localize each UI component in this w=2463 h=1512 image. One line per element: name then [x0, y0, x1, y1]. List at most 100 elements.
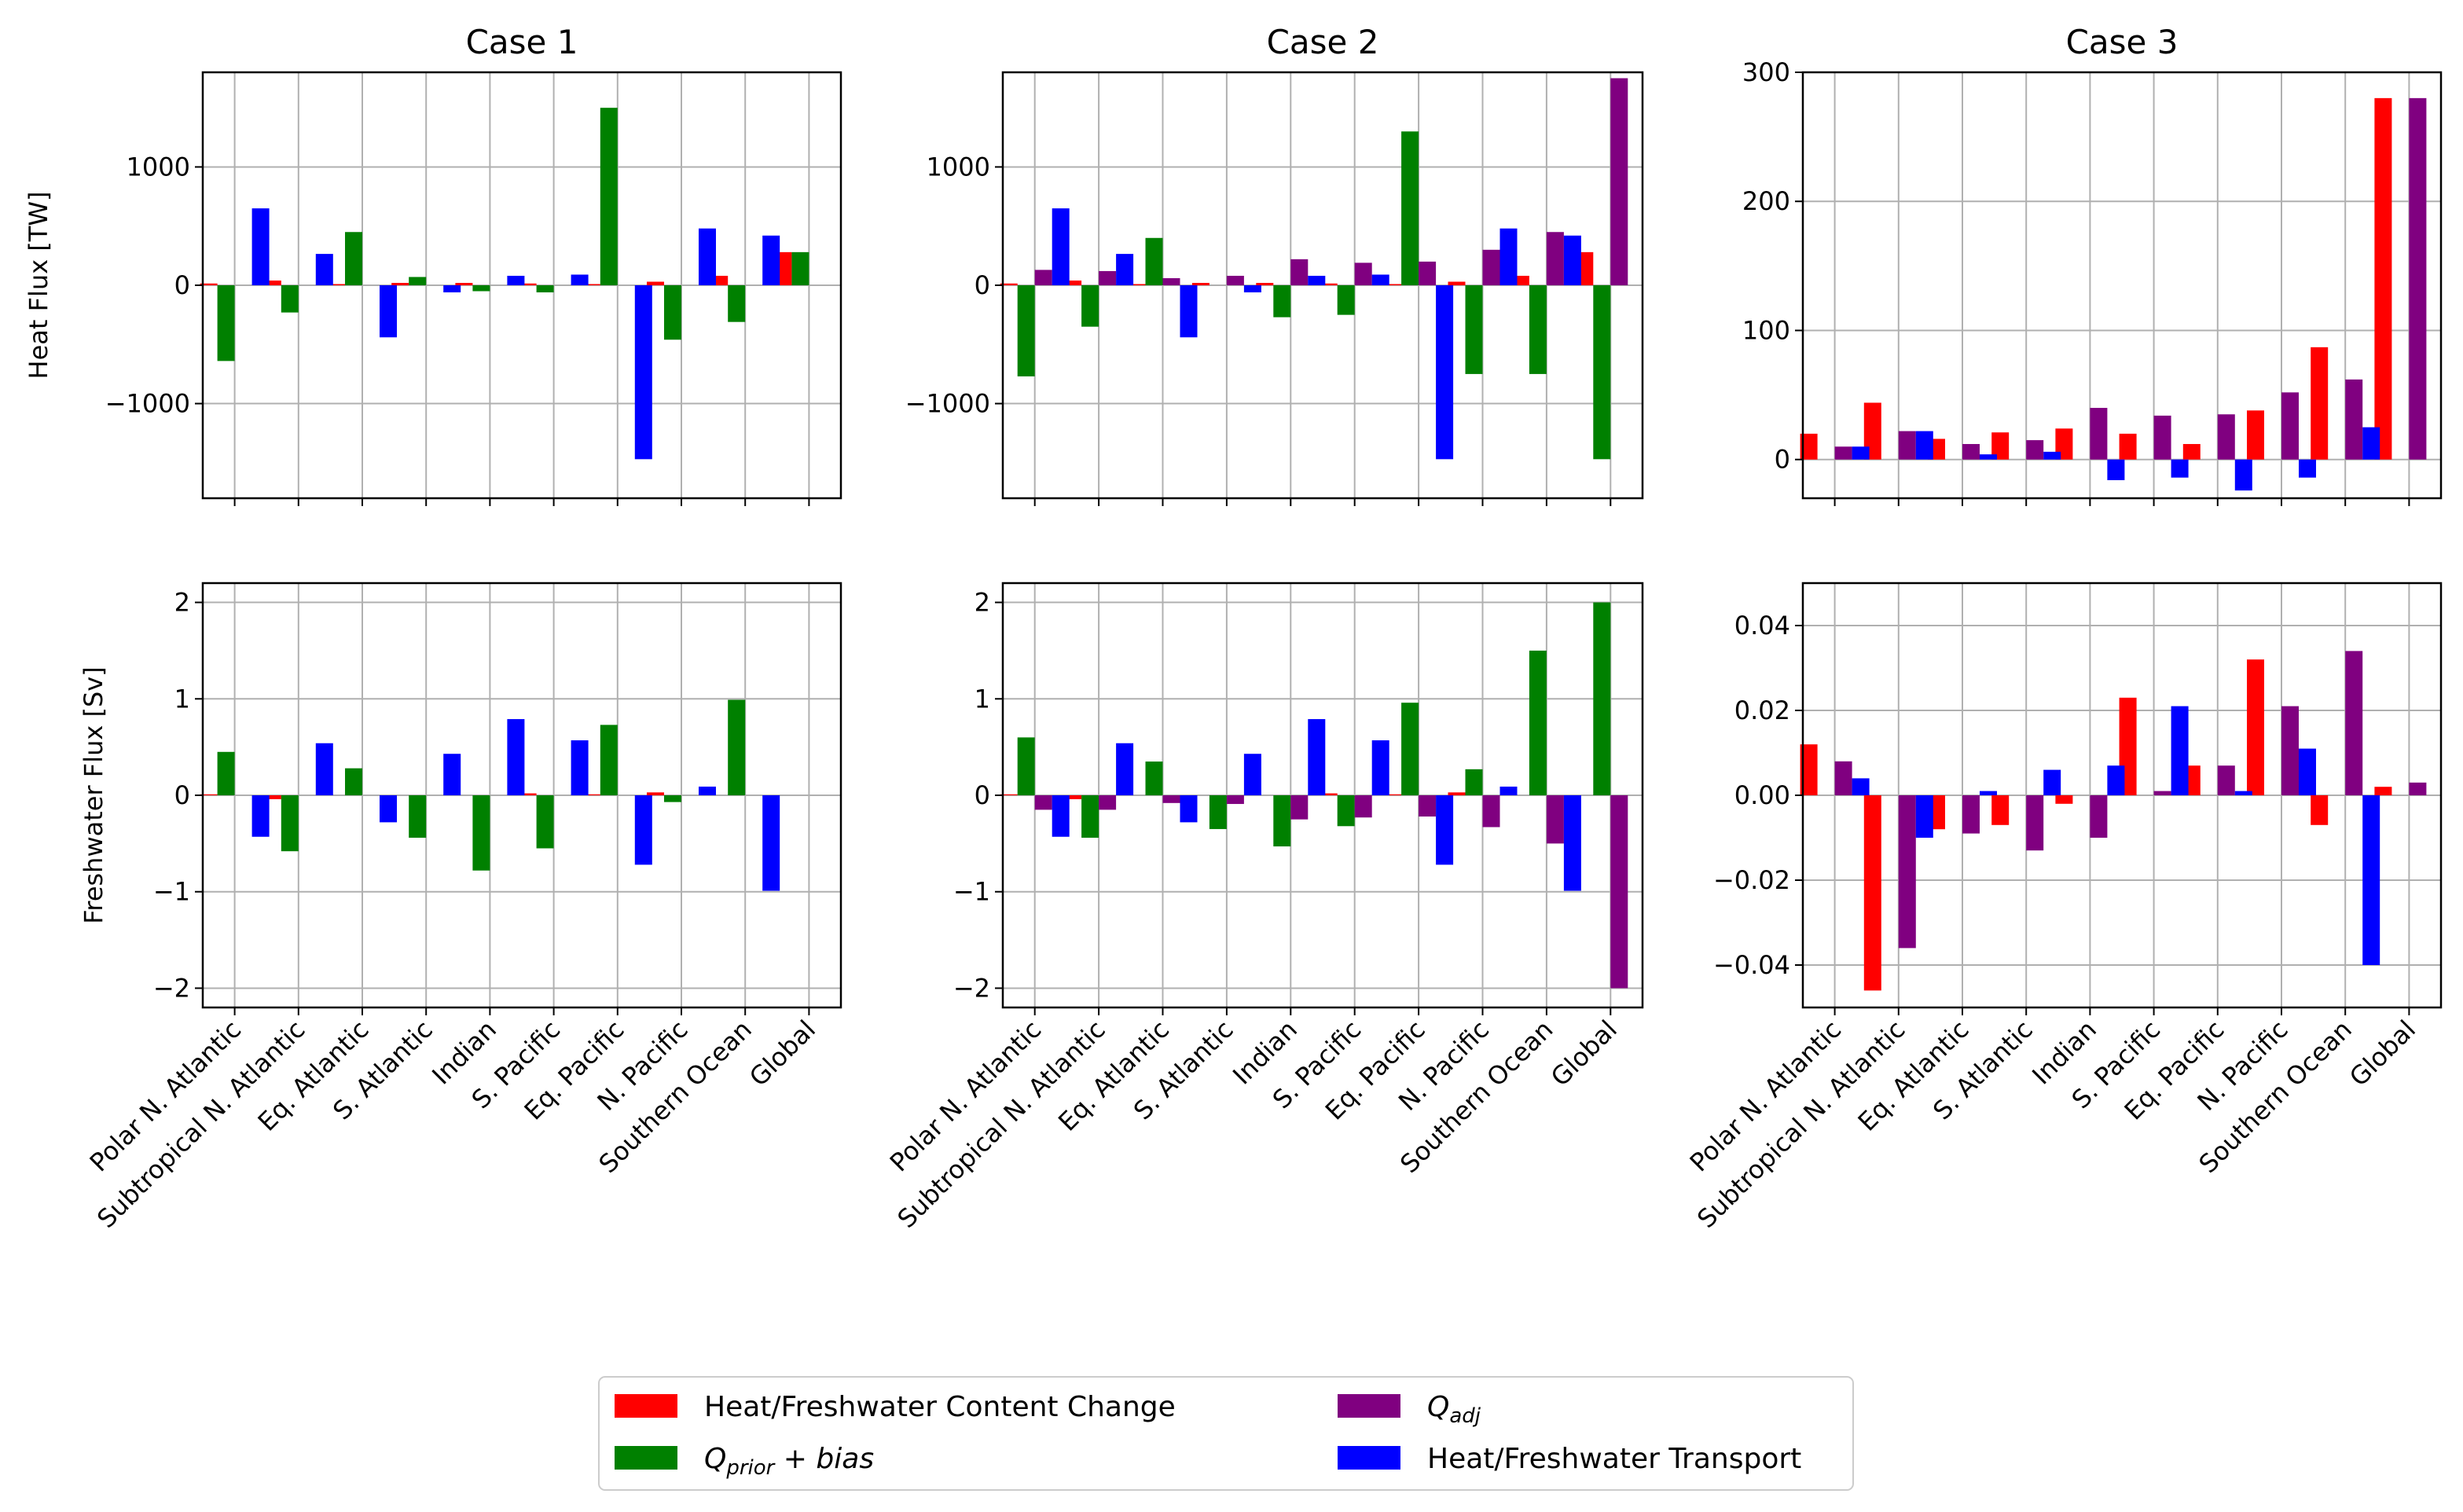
bar-adj: [1610, 78, 1628, 286]
bar-transport: [2362, 795, 2380, 965]
bar-transport: [2043, 451, 2061, 460]
bar-adj: [1834, 446, 1852, 460]
bar-content: [1064, 280, 1082, 285]
bar-prior: [728, 285, 746, 322]
bar-prior: [728, 699, 746, 795]
bar-content: [1256, 282, 1274, 285]
bar-content: [647, 792, 664, 795]
y-tick-label: −1: [153, 877, 190, 907]
bar-prior: [1401, 703, 1419, 795]
bar-prior: [1465, 285, 1483, 374]
y-tick-label: 300: [1742, 57, 1790, 87]
bar-content: [1863, 795, 1881, 991]
y-axis-label: Freshwater Flux [Sv]: [79, 666, 108, 923]
y-tick-label: 100: [1742, 315, 1790, 345]
bar-content: [1384, 284, 1402, 285]
bar-transport: [2107, 459, 2125, 481]
bar-content: [2055, 795, 2073, 804]
bar-content: [200, 283, 218, 285]
bar-content: [2247, 410, 2264, 460]
bar-transport: [1499, 786, 1518, 795]
bar-prior: [791, 251, 809, 285]
bar-adj: [1898, 795, 1916, 949]
bar-adj: [1546, 232, 1564, 285]
bar-transport: [1852, 778, 1870, 795]
bar-adj: [2409, 97, 2427, 460]
bar-transport: [2171, 706, 2189, 795]
bar-transport: [1563, 795, 1581, 891]
bar-content: [263, 280, 281, 285]
bar-adj: [1226, 795, 1244, 805]
y-tick-label: −1: [953, 877, 990, 907]
bar-adj: [2026, 440, 2044, 460]
bar-adj: [1834, 761, 1852, 795]
bar-prior: [1145, 237, 1163, 285]
legend-label-adj: Qadj: [1427, 1391, 1481, 1428]
y-tick-label: 1000: [927, 152, 990, 182]
y-tick-label: −0.04: [1713, 950, 1790, 980]
bar-adj: [1482, 249, 1500, 285]
bar-transport: [762, 795, 780, 891]
bar-transport: [507, 275, 525, 285]
bar-transport: [1915, 795, 1933, 838]
bar-adj: [2345, 379, 2363, 460]
bar-transport: [1308, 275, 1326, 285]
bar-transport: [1180, 285, 1198, 338]
bar-transport: [2043, 769, 2061, 795]
bar-prior: [409, 795, 427, 838]
bar-adj: [2217, 765, 2235, 795]
bar-prior: [600, 108, 618, 285]
bar-adj: [1482, 795, 1500, 828]
bar-content: [2119, 433, 2137, 460]
bar-adj: [2217, 414, 2235, 460]
bar-prior: [1017, 285, 1035, 376]
bar-adj: [1162, 795, 1180, 803]
bar-adj: [2153, 415, 2171, 460]
bar-prior: [217, 285, 235, 361]
bar-transport: [762, 235, 780, 285]
bar-transport: [1052, 795, 1070, 837]
x-tick-label: Global: [2344, 1015, 2421, 1092]
bar-content: [2374, 97, 2392, 460]
bar-prior: [409, 277, 427, 285]
bar-prior: [1145, 762, 1163, 795]
bar-adj: [2409, 782, 2427, 795]
bar-transport: [1308, 719, 1326, 795]
panel-title: Case 1: [466, 23, 578, 61]
bar-adj: [1099, 795, 1117, 810]
bar-prior: [1017, 737, 1035, 795]
y-tick-label: 0.04: [1734, 611, 1790, 640]
y-tick-label: −1000: [905, 389, 990, 419]
bar-content: [1191, 282, 1209, 285]
bar-prior: [536, 795, 554, 849]
bar-transport: [2171, 459, 2189, 478]
bar-adj: [2026, 795, 2044, 851]
bar-transport: [443, 285, 461, 293]
bar-adj: [2281, 706, 2299, 795]
y-tick-label: 1: [174, 684, 190, 714]
legend-frame: [598, 1376, 1854, 1491]
legend-swatch-transport: [1338, 1446, 1400, 1470]
legend-label-prior: Qprior + bias: [704, 1443, 874, 1480]
bar-adj: [1290, 259, 1309, 285]
panel-title: Case 2: [1267, 23, 1379, 61]
legend: Heat/Freshwater Content Change Qadj Qprior…: [598, 1376, 1854, 1491]
bar-content: [1800, 744, 1818, 795]
bar-content: [1064, 795, 1082, 799]
panel-title: Case 3: [2066, 23, 2179, 61]
legend-swatch-adj: [1338, 1394, 1400, 1418]
bar-adj: [1226, 275, 1244, 285]
y-tick-label: 0: [975, 270, 990, 300]
bar-adj: [1419, 261, 1437, 285]
bar-content: [1991, 432, 2010, 460]
bar-content: [1448, 281, 1466, 285]
bar-prior: [1273, 795, 1291, 847]
bar-prior: [1465, 769, 1483, 795]
bar-content: [1320, 793, 1338, 795]
bar-content: [647, 281, 664, 285]
y-axis-label: Heat Flux [TW]: [24, 192, 53, 380]
bar-transport: [634, 285, 652, 460]
bar-adj: [1162, 277, 1180, 285]
